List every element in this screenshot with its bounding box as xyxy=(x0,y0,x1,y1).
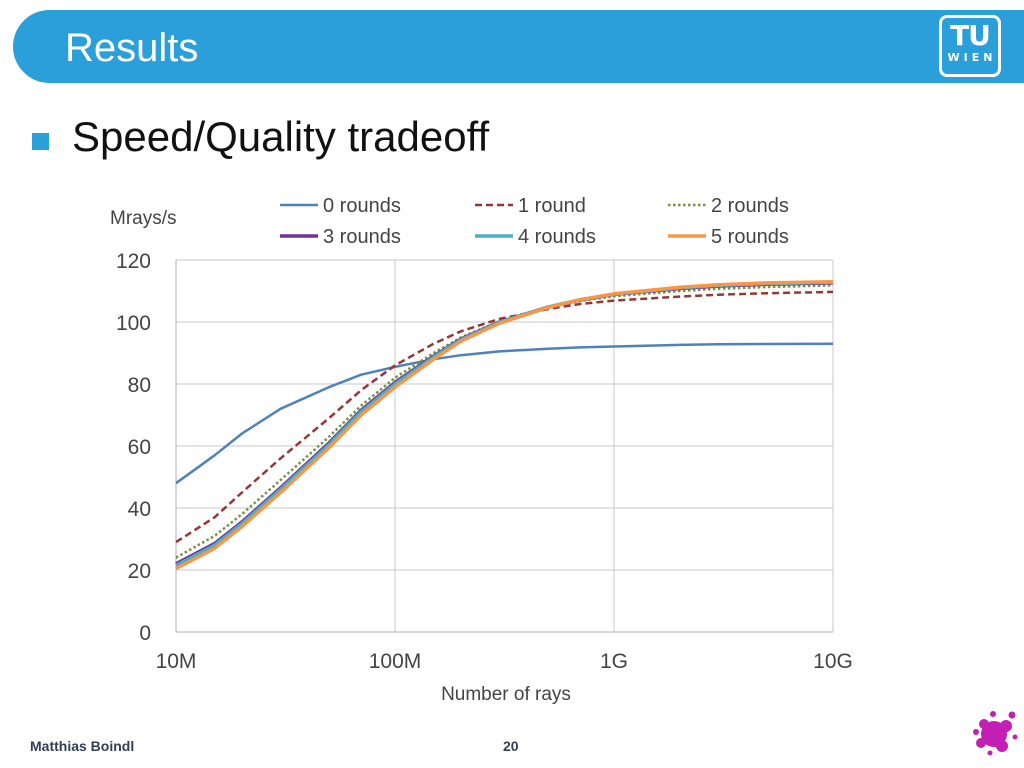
logo-main-text: TU xyxy=(950,19,991,52)
logo-sub-text: WIEN xyxy=(947,51,997,64)
tu-wien-logo: TU WIEN xyxy=(939,15,1001,77)
page-number: 20 xyxy=(503,738,519,754)
series-line-4-rounds xyxy=(175,280,834,567)
series-line-2-rounds xyxy=(175,284,834,559)
title-bar: Results xyxy=(13,10,1024,83)
x-tick-label: 1G xyxy=(600,650,628,673)
footer-author: Matthias Boindl xyxy=(30,738,135,754)
y-tick-label: 40 xyxy=(128,498,151,521)
legend-label: 5 rounds xyxy=(711,226,789,248)
y-tick-label: 100 xyxy=(116,312,151,335)
bullet-text: Speed/Quality tradeoff xyxy=(72,113,490,160)
x-tick-label: 10G xyxy=(813,650,853,673)
slide-title: Results xyxy=(65,26,199,70)
legend-label: 0 rounds xyxy=(323,195,401,217)
x-axis-title: Number of rays xyxy=(441,684,571,705)
y-tick-label: 80 xyxy=(128,374,151,397)
legend-label: 3 rounds xyxy=(323,226,401,248)
series-line-1-round xyxy=(175,290,834,544)
y-tick-label: 120 xyxy=(116,250,151,273)
y-tick-label: 60 xyxy=(128,436,151,459)
x-tick-label: 100M xyxy=(369,650,422,673)
ink-splat-logo xyxy=(973,711,1018,756)
x-tick-label: 10M xyxy=(156,650,197,673)
legend-label: 4 rounds xyxy=(518,226,596,248)
y-tick-label: 0 xyxy=(139,622,151,645)
legend-label: 1 round xyxy=(518,195,586,217)
series-line-0-rounds xyxy=(175,342,834,485)
y-axis-title: Mrays/s xyxy=(110,208,177,229)
legend-label: 2 rounds xyxy=(711,195,789,217)
y-tick-label: 20 xyxy=(128,560,151,583)
bullet-square-icon xyxy=(32,133,49,150)
series-line-3-rounds xyxy=(175,281,834,566)
series-line-5-rounds xyxy=(175,279,834,571)
